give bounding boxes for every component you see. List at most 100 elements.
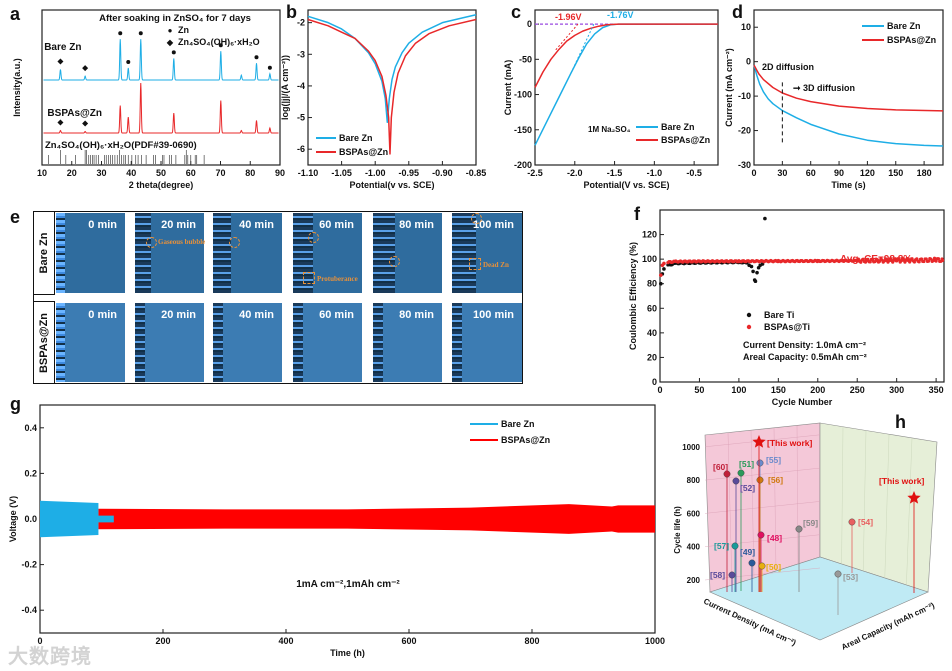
y-tick-label: -4 <box>297 81 305 91</box>
grid-line <box>704 501 821 514</box>
y-tick-label: -20 <box>738 126 751 136</box>
bubble-label: Gaseous bubble <box>158 238 206 246</box>
micrograph-0-4: 80 min <box>373 213 442 293</box>
sphere-marker <box>731 542 739 550</box>
legend-label: Bare Zn <box>661 122 695 132</box>
legend-label: BSPAs@Ti <box>764 322 810 332</box>
reference-label: [60] <box>713 462 728 472</box>
legend-symbol: ● <box>168 26 173 35</box>
sphere-marker <box>848 518 856 526</box>
plot-frame <box>659 209 945 383</box>
reference-label: [This work] <box>767 438 813 448</box>
x-axis-title: Potential(v vs. SCE) <box>349 180 434 190</box>
onset-tangent-red <box>554 23 579 52</box>
panel-d: 0 30 60 90 120 150 180 10 0 -10 -20 -30 Time (s) Curr… <box>724 9 944 190</box>
series-label: BSPAs@Zn <box>47 108 102 119</box>
ce-point <box>662 267 666 271</box>
y-tick-label: -50 <box>519 54 532 64</box>
ce-point <box>658 273 663 277</box>
legend-label: BSPAs@Zn <box>501 435 550 445</box>
onset-label-red: -1.96V <box>555 12 582 22</box>
ce-point <box>658 281 663 286</box>
onset-tangent-blue <box>570 23 595 74</box>
x-tick-label: 30 <box>777 168 787 178</box>
y-tick-label: 10 <box>741 22 751 32</box>
bubble-marker <box>146 237 157 248</box>
ca-curve-0 <box>753 64 944 147</box>
annotation-3d: ➞ 3D diffusion <box>793 83 855 93</box>
z-tick-label: 800 <box>687 476 701 485</box>
zinc-edge <box>213 303 223 382</box>
time-label: 0 min <box>88 219 117 231</box>
legend-marker <box>746 312 752 318</box>
panel-letter-a: a <box>10 4 21 24</box>
zn-peak-marker <box>254 55 259 60</box>
y-tick-label: 80 <box>647 279 657 289</box>
star-marker <box>752 435 766 448</box>
x-tick-label: 10 <box>37 168 47 178</box>
dead-zn-label: Dead Zn <box>483 261 509 269</box>
reference-label: [55] <box>766 455 781 465</box>
panel-letter-d: d <box>732 2 743 22</box>
grid-line <box>841 426 844 565</box>
y-tick-label: 100 <box>642 254 657 264</box>
zinc-edge <box>373 303 383 382</box>
ce-point <box>917 260 921 264</box>
x-tick-label: 200 <box>810 385 825 395</box>
micrograph-1-3: 60 min <box>293 303 362 382</box>
y-tick-label: 0 <box>746 57 751 67</box>
y-tick-label: 60 <box>647 303 657 313</box>
plot-frame <box>307 9 477 166</box>
y-tick-label: -30 <box>738 160 751 170</box>
reference-label: [50] <box>766 562 781 572</box>
x-tick-label: 120 <box>860 168 875 178</box>
zinc-edge <box>56 213 65 293</box>
panel-a: 10 20 30 40 50 60 70 80 90 2 theta(degree) Intensi… <box>12 9 285 190</box>
legend-label: Zn₄SO₄(OH)₆·xH₂O <box>178 37 260 47</box>
y-tick-label: -5 <box>297 113 305 123</box>
zinc-edge <box>373 213 395 293</box>
x-tick-label: -0.95 <box>399 168 420 178</box>
panel-letter-f: f <box>634 204 641 224</box>
panel-letter-e: e <box>10 207 20 227</box>
micrograph-0-3: 60 min <box>293 213 362 293</box>
zinc-edge <box>135 213 151 293</box>
sphere-marker <box>748 559 756 567</box>
reference-label: [53] <box>843 572 858 582</box>
panel-letter-b: b <box>286 2 297 22</box>
ce-point <box>919 257 924 261</box>
panel-g: 0 200 400 600 800 1000 0.4 0.2 0.0 -0.2 -0.4 Time (… <box>8 404 665 658</box>
grid-line <box>906 438 913 586</box>
x-tick-label: -1.10 <box>298 168 319 178</box>
x-tick-label: -2.0 <box>567 168 583 178</box>
z-axis-title: Cycle life (h) <box>673 506 682 554</box>
zn-peak-marker <box>171 50 176 55</box>
y-tick-label: 20 <box>647 352 657 362</box>
sphere-marker <box>834 570 842 578</box>
time-label: 60 min <box>319 309 354 321</box>
y-axis-title: Voltage (V) <box>8 496 18 542</box>
zn-peak-marker <box>138 31 143 36</box>
zhs-peak-marker <box>57 119 64 126</box>
ce-point <box>929 257 933 261</box>
zinc-edge <box>56 303 65 382</box>
protuberance-label: Protuberance <box>317 275 358 283</box>
y-tick-label: -150 <box>514 125 532 135</box>
panel-letter-c: c <box>511 2 521 22</box>
grid-line <box>750 430 755 579</box>
reference-label: [52] <box>740 483 755 493</box>
sphere-marker <box>737 469 745 477</box>
voltage-band-1 <box>98 504 656 534</box>
x-tick-label: 400 <box>278 636 293 646</box>
reference-label: [54] <box>858 517 873 527</box>
y-tick-label: 0.0 <box>24 514 37 524</box>
ce-point <box>936 257 941 261</box>
micrograph-1-5: 100 min <box>452 303 522 382</box>
zhs-peak-marker <box>82 120 89 127</box>
x-tick-label: 600 <box>401 636 416 646</box>
legend-label: Bare Ti <box>764 310 794 320</box>
reference-label: [51] <box>739 459 754 469</box>
sphere-marker <box>732 477 740 485</box>
